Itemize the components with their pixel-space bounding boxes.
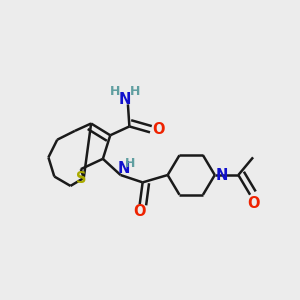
- Text: H: H: [130, 85, 140, 98]
- Text: O: O: [247, 196, 259, 211]
- Text: S: S: [76, 171, 86, 186]
- Text: N: N: [118, 92, 130, 106]
- Text: O: O: [134, 204, 146, 219]
- Text: H: H: [125, 157, 135, 170]
- Text: N: N: [118, 161, 130, 176]
- Text: O: O: [153, 122, 165, 137]
- Text: N: N: [216, 167, 228, 182]
- Text: H: H: [110, 85, 121, 98]
